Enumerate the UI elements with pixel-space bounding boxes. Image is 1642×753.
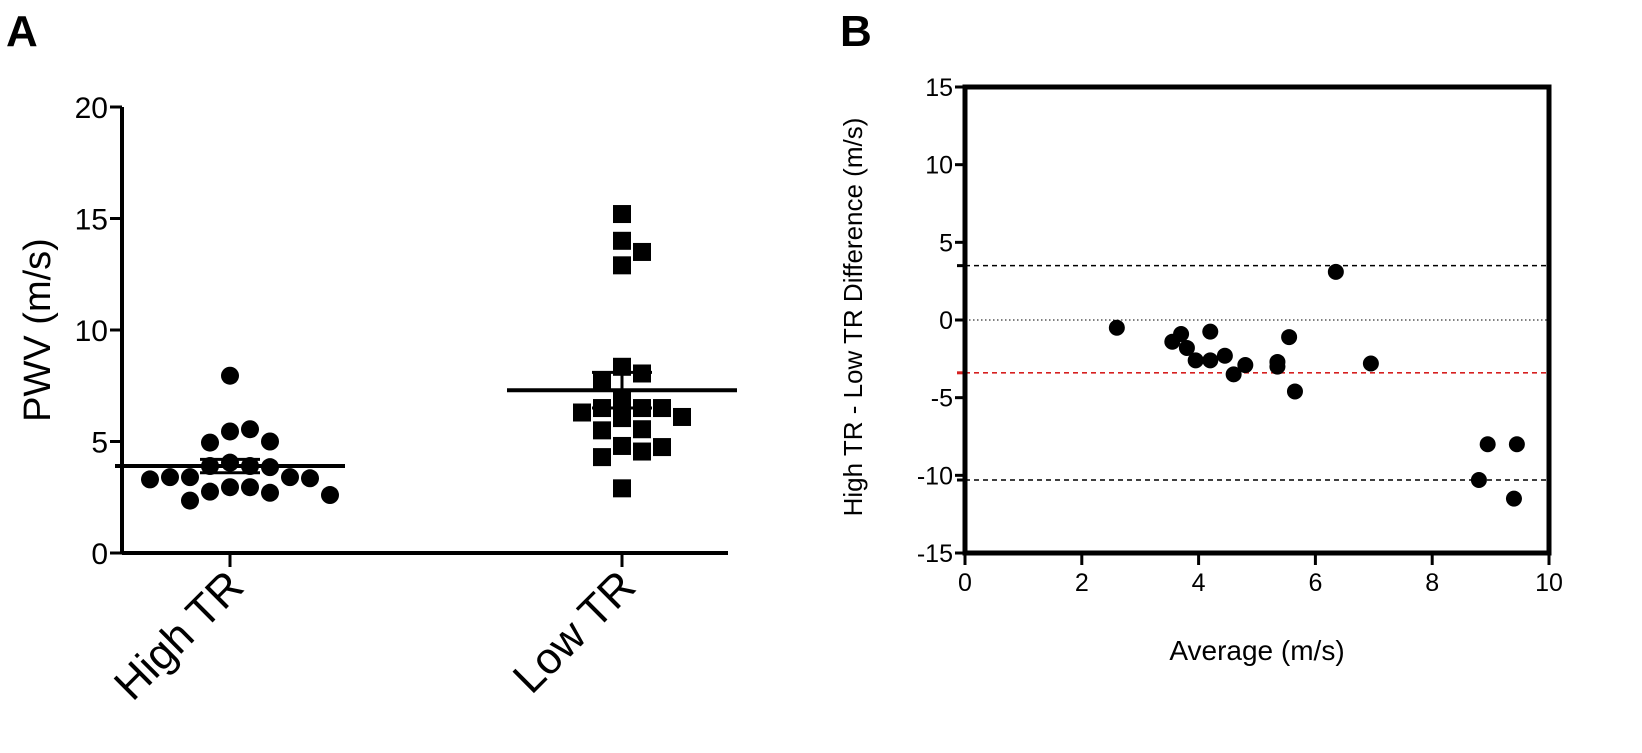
panel-a-low-tr-point [573,403,591,422]
panel-a-high-tr-point [201,482,219,501]
panel-a-high-tr-point [221,478,239,497]
panel-a-low-tr-point [593,371,611,390]
panel-a-low-tr-point [633,420,651,439]
panel-a-high-tr-point [261,483,279,502]
panel-b-point [1173,325,1190,342]
panel-b-point [1269,358,1286,375]
panel-a-y-axis-label: PWV (m/s) [17,238,59,422]
panel-b-point [1216,347,1233,364]
panel-a-high-tr-point [141,470,159,489]
panel-a-low-tr-point [593,421,611,440]
panel-a-high-tr-point [321,486,339,505]
panel-b-point [1470,471,1487,488]
panel-b-x-tick-label: 10 [1535,569,1563,597]
panel-a-high-tr-point [241,478,259,497]
panel-b-point [1225,366,1242,383]
panel-a-high-tr-point [261,432,279,451]
panel-b-x-tick-label: 4 [1192,569,1206,597]
panel-a-high-tr-point [221,422,239,441]
panel-b-y-tick-label: 5 [939,229,953,257]
panel-b-x-tick-label: 6 [1308,569,1322,597]
panel-a-low-tr-point [613,436,631,455]
panel-b-y-tick-label: 0 [939,307,953,335]
panel-b-reference-lines [957,264,1549,482]
panel-b-point [1286,383,1303,400]
panel-a-low-tr-point [653,438,671,457]
panel-b-marks [1108,263,1525,507]
panel-a-y-tick-label: 5 [91,427,108,460]
panel-b-point [1362,355,1379,372]
panel-a-low-tr-point [613,409,631,428]
panel-a-low-tr-point [633,242,651,261]
panel-b-x-axis-label: Average (m/s) [1169,635,1344,666]
panel-b-y-tick-label: 15 [925,74,953,102]
panel-a-label: A [6,7,38,56]
panel-b-point [1508,436,1525,453]
panel-a-y-tick-label: 10 [75,315,108,348]
panel-b-y-tick-label: -10 [917,462,953,490]
panel-b-point [1479,436,1496,453]
panel-a-high-tr-point [161,468,179,487]
panel-a-x-tick-label: High TR [105,561,253,709]
panel-a-high-tr-point [201,433,219,452]
panel-a-y-tick-label: 20 [75,92,108,125]
panel-b-y-tick-label: -5 [931,385,953,413]
panel-a-y-tick-label: 15 [75,204,108,237]
panel-b-label: B [840,7,872,56]
panel-a-y-tick-label: 0 [91,538,108,571]
panel-a-low-tr-point [673,407,691,426]
panel-b-point [1108,319,1125,336]
panel-a-high-tr-point [301,469,319,488]
panel-b-point [1281,329,1298,346]
panel-a-high-tr-point [281,468,299,487]
panel-a-low-tr-point [613,231,631,250]
panel-b-y-tick-label: -15 [917,540,953,568]
panel-b-point [1202,352,1219,369]
panel-a-high-tr-point [221,366,239,385]
panel-a-high-tr-point [181,491,199,510]
panel-a-low-tr-point [593,448,611,467]
panel-b-point [1237,357,1254,374]
panel-b-point [1202,323,1219,340]
panel-b-x-tick-label: 8 [1425,569,1439,597]
panel-b-y-tick-label: 10 [925,152,953,180]
panel-b-x-tick-label: 0 [958,569,972,597]
panel-a-low-tr-point [613,479,631,498]
panel-a-low-tr-point [633,442,651,461]
panel-b-x-tick-label: 2 [1075,569,1089,597]
panel-b-y-axis-label: High TR - Low TR Difference (m/s) [838,118,868,517]
panel-b-axes: -15 -10 -5 0 5 10 15 0 2 4 6 8 10 [917,74,1563,597]
panel-b-point [1327,263,1344,280]
panel-b-point [1187,352,1204,369]
panel-a-high-tr-point [241,420,259,439]
panel-a-low-tr-point [613,205,631,224]
panel-b-point [1178,339,1195,356]
panel-a-high-tr-point [181,468,199,487]
panel-b-point [1505,490,1522,507]
panel-a-marks [115,205,737,510]
panel-a-x-tick-label: Low TR [504,561,645,702]
panel-a-low-tr-point [613,256,631,275]
panel-a-low-tr-point [653,399,671,418]
